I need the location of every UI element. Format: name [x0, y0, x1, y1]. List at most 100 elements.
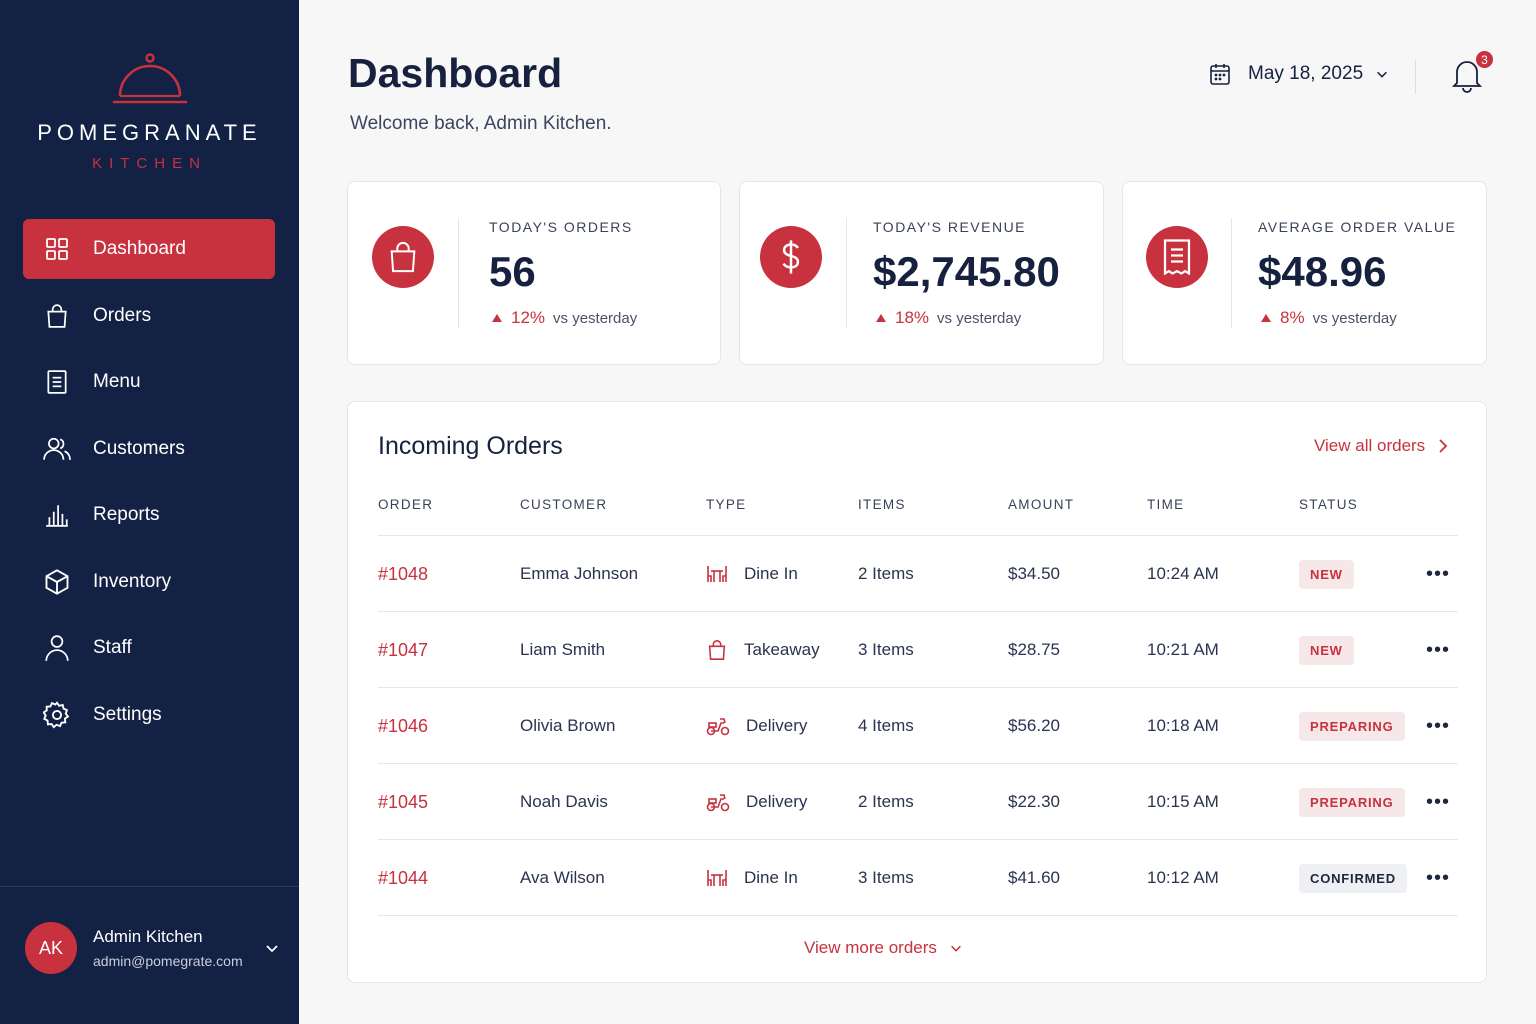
more-horizontal-icon[interactable]: ••• [1426, 866, 1451, 889]
sidebar-item-label: Inventory [93, 570, 172, 592]
trend-caption: vs yesterday [937, 309, 1022, 327]
more-horizontal-icon[interactable]: ••• [1426, 638, 1451, 661]
row-actions[interactable]: ••• [1426, 536, 1450, 612]
user-icon [42, 633, 72, 663]
sidebar-item-customers[interactable]: Customers [23, 419, 275, 479]
order-id-link[interactable]: #1044 [378, 867, 429, 888]
stat-separator [1231, 218, 1232, 328]
order-type-label: Dine In [744, 564, 798, 583]
order-type-label: Delivery [746, 716, 808, 735]
order-type-label: Delivery [746, 792, 808, 811]
table-icon [706, 563, 728, 585]
stat-card-revenue: TODAY'S REVENUE $2,745.80 18% vs yesterd… [739, 181, 1104, 365]
sidebar-item-reports[interactable]: Reports [23, 485, 275, 545]
table-row[interactable]: #1046 Olivia Brown Delivery 4 Items $56.… [378, 688, 1458, 764]
order-amount: $56.20 [1008, 716, 1060, 735]
table-row[interactable]: #1044 Ava Wilson Dine In 3 Items $41.60 … [378, 840, 1458, 916]
customer-name: Liam Smith [520, 640, 606, 659]
date-picker[interactable]: May 18, 2025 [1208, 62, 1389, 86]
receipt-icon [1146, 226, 1208, 288]
more-horizontal-icon[interactable]: ••• [1426, 562, 1451, 585]
chevron-right-icon [1439, 439, 1448, 453]
row-actions[interactable]: ••• [1426, 840, 1450, 916]
grid-icon [42, 234, 72, 264]
sidebar-item-orders[interactable]: Orders [23, 286, 275, 346]
order-id-link[interactable]: #1048 [378, 563, 429, 584]
stat-value: 56 [489, 248, 536, 295]
column-header-customer[interactable]: CUSTOMER [520, 497, 608, 512]
user-profile[interactable]: AK Admin Kitchen admin@pomegrate.com [25, 922, 280, 974]
brand-name: POMEGRANATE [37, 120, 262, 145]
column-header-order[interactable]: ORDER [378, 497, 434, 512]
page-title: Dashboard [348, 50, 563, 96]
bell-icon[interactable] [1451, 57, 1483, 93]
more-horizontal-icon[interactable]: ••• [1426, 790, 1451, 813]
sidebar-item-dashboard[interactable]: Dashboard [23, 219, 275, 279]
date-value: May 18, 2025 [1248, 63, 1364, 84]
order-amount: $34.50 [1008, 564, 1060, 583]
sidebar-item-staff[interactable]: Staff [23, 618, 275, 678]
table-row[interactable]: #1047 Liam Smith Takeaway 3 Items $28.75… [378, 612, 1458, 688]
column-header-items[interactable]: ITEMS [858, 497, 906, 512]
row-actions[interactable]: ••• [1426, 764, 1450, 840]
item-count: 4 Items [858, 716, 914, 735]
sidebar: POMEGRANATE KITCHEN Dashboard Orders Men… [0, 0, 299, 1024]
scooter-icon [706, 715, 730, 737]
order-type-label: Dine In [744, 868, 798, 887]
trend-up-icon [1261, 314, 1271, 322]
order-id-link[interactable]: #1046 [378, 715, 429, 736]
status-badge: PREPARING [1299, 787, 1405, 817]
column-header-status[interactable]: STATUS [1299, 497, 1359, 512]
avatar: AK [25, 922, 77, 974]
trend-up-icon [876, 314, 886, 322]
order-id-link[interactable]: #1047 [378, 639, 429, 660]
view-more-orders-button[interactable]: View more orders [804, 938, 963, 958]
customer-name: Emma Johnson [520, 564, 639, 583]
column-header-time[interactable]: TIME [1147, 497, 1185, 512]
item-count: 2 Items [858, 792, 914, 811]
order-amount: $22.30 [1008, 792, 1060, 811]
order-type: Takeaway [706, 612, 820, 688]
stat-separator [458, 218, 459, 328]
sidebar-item-settings[interactable]: Settings [23, 685, 275, 745]
order-type: Dine In [706, 840, 798, 916]
status-cell: PREPARING [1299, 688, 1405, 764]
more-horizontal-icon[interactable]: ••• [1426, 714, 1451, 737]
header-divider [1415, 60, 1416, 94]
users-icon [42, 434, 72, 464]
order-amount: $28.75 [1008, 640, 1060, 659]
sidebar-item-label: Dashboard [93, 238, 186, 259]
shopping-bag-icon [372, 226, 434, 288]
scooter-icon [706, 791, 730, 813]
status-badge: CONFIRMED [1299, 863, 1407, 893]
bar-chart-icon [42, 500, 72, 530]
chevron-down-icon[interactable] [264, 940, 280, 956]
sidebar-item-label: Orders [93, 304, 152, 326]
order-time: 10:21 AM [1147, 640, 1219, 659]
status-cell: NEW [1299, 612, 1354, 688]
box-icon [42, 567, 72, 597]
table-row[interactable]: #1045 Noah Davis Delivery 2 Items $22.30… [378, 764, 1458, 840]
notification-badge: 3 [1474, 49, 1495, 70]
chevron-down-icon [950, 945, 961, 952]
row-actions[interactable]: ••• [1426, 688, 1450, 764]
status-cell: CONFIRMED [1299, 840, 1407, 916]
column-header-type[interactable]: TYPE [706, 497, 747, 512]
order-id-link[interactable]: #1045 [378, 791, 429, 812]
sidebar-item-inventory[interactable]: Inventory [23, 552, 275, 612]
view-all-orders-link[interactable]: View all orders [1314, 436, 1449, 456]
order-time: 10:18 AM [1147, 716, 1219, 735]
user-info: Admin Kitchen admin@pomegrate.com [93, 927, 260, 969]
trend-percent: 12% [511, 308, 546, 327]
dollar-icon [760, 226, 822, 288]
sidebar-item-label: Menu [93, 371, 141, 392]
cloche-logo-icon [112, 53, 187, 104]
row-actions[interactable]: ••• [1426, 612, 1450, 688]
column-header-amount[interactable]: AMOUNT [1008, 497, 1075, 512]
customer-name: Olivia Brown [520, 716, 616, 735]
table-row[interactable]: #1048 Emma Johnson Dine In 2 Items $34.5… [378, 536, 1458, 612]
orders-title: Incoming Orders [378, 432, 563, 460]
sidebar-item-label: Reports [93, 504, 160, 525]
sidebar-item-menu[interactable]: Menu [23, 352, 275, 412]
order-type: Delivery [706, 688, 807, 764]
